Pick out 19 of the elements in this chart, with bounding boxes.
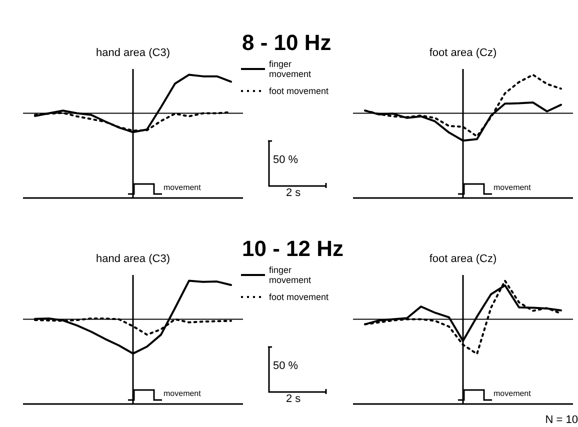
- text: 10 - 12 Hz: [242, 236, 344, 262]
- text: movement: [494, 183, 531, 192]
- chart-subtitle: 8 - 10 Hz: [242, 30, 332, 56]
- text: 2 s: [286, 393, 301, 405]
- legend-label: foot movement: [269, 86, 330, 96]
- legend-label: finger movement: [269, 59, 312, 79]
- text: movement: [164, 183, 201, 192]
- text: movement: [164, 389, 201, 398]
- chart-title: hand area (C3): [96, 253, 170, 265]
- text: 2 s: [286, 187, 301, 199]
- chart-title: hand area (C3): [96, 47, 170, 59]
- legend-label: finger movement: [269, 265, 312, 285]
- text: 50 %: [273, 360, 298, 372]
- chart-title: foot area (Cz): [428, 46, 498, 61]
- text: movement: [494, 389, 531, 398]
- text: 50 %: [273, 154, 298, 166]
- legend-label: foot movement: [269, 292, 330, 302]
- chart-title: foot area (Cz): [428, 252, 498, 267]
- text: N = 10: [545, 414, 578, 426]
